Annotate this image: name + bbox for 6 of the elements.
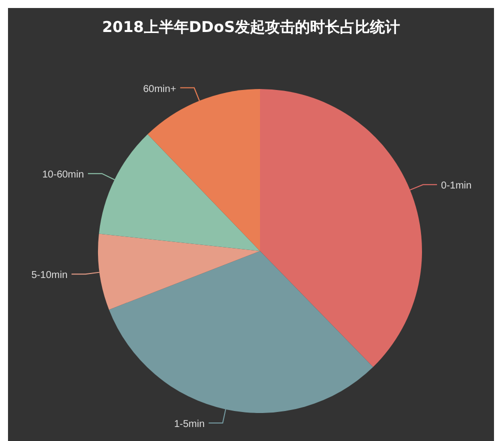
slice-label: 60min+ bbox=[143, 84, 176, 95]
slice-label: 10-60min bbox=[42, 170, 84, 181]
slice-label: 5-10min bbox=[31, 270, 68, 282]
slice-label: 0-1min bbox=[441, 180, 472, 192]
chart-title: 2018上半年DDoS发起攻击的时长占比统计 bbox=[101, 18, 401, 37]
slice-label: 1-5min bbox=[174, 419, 205, 430]
